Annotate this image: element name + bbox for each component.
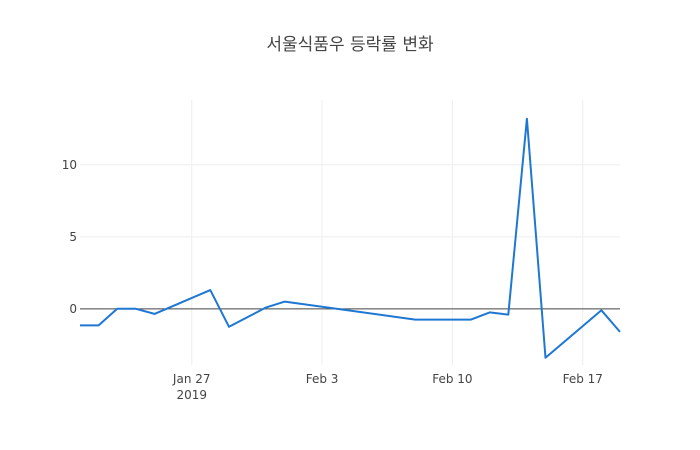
x-tick-sublabel: 2019 [176, 388, 207, 402]
y-tick-label: 0 [69, 302, 77, 316]
x-tick-label: Feb 17 [563, 372, 603, 386]
x-tick-label: Feb 10 [432, 372, 472, 386]
y-tick-label: 5 [69, 230, 77, 244]
x-tick-label: Jan 27 [172, 372, 211, 386]
y-tick-label: 10 [62, 158, 77, 172]
x-tick-label: Feb 3 [306, 372, 339, 386]
x-axis-ticks: Jan 27 2019 Feb 3 Feb 10 Feb 17 [172, 372, 603, 402]
gridlines [80, 100, 620, 365]
series-line [80, 117, 621, 359]
chart-title: 서울식품우 등락률 변화 [266, 35, 434, 55]
series-group [80, 117, 621, 359]
y-axis-ticks: 0 5 10 [62, 158, 77, 316]
